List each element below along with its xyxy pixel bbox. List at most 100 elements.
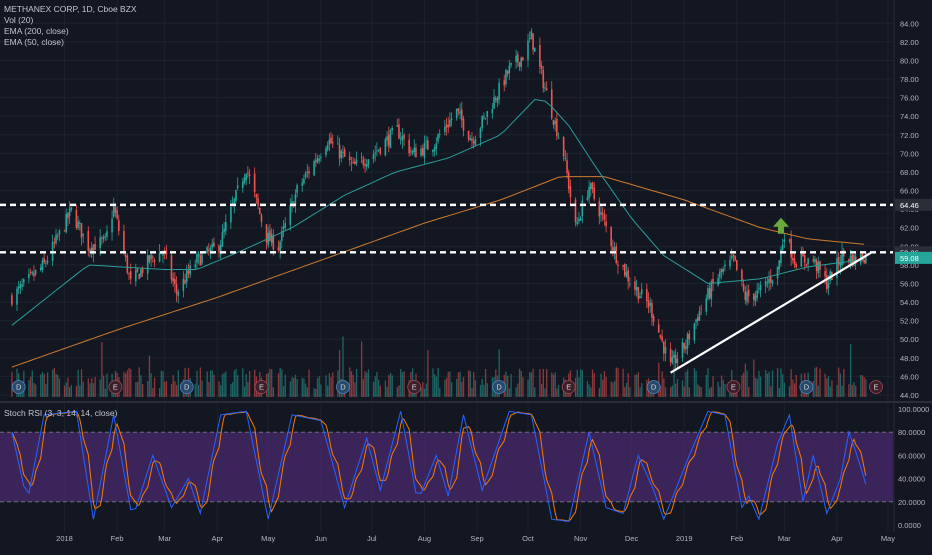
dividend-marker[interactable]: D (179, 380, 194, 394)
dividend-marker[interactable]: D (11, 380, 26, 394)
candle-body (53, 241, 56, 243)
volume-bar (135, 382, 137, 397)
dividend-marker[interactable]: D (336, 380, 350, 394)
candle-body (89, 249, 91, 253)
earnings-marker[interactable]: E (726, 380, 741, 394)
volume-bar (230, 384, 232, 397)
event-marker-label: D (804, 383, 810, 392)
earnings-marker[interactable]: E (254, 380, 269, 394)
candle-body (686, 334, 689, 349)
volume-bar (624, 386, 626, 397)
dividend-marker[interactable]: D (799, 380, 814, 394)
volume-bar (35, 384, 37, 397)
volume-bar (432, 368, 434, 397)
candle-body (717, 278, 719, 286)
earnings-marker[interactable]: E (561, 380, 576, 394)
candle-body (588, 186, 590, 199)
volume-bar (556, 388, 558, 397)
volume-bar (741, 375, 743, 397)
candle-body (63, 230, 66, 232)
volume-bar (515, 387, 517, 397)
event-marker-circle (407, 380, 422, 394)
candle-body (338, 144, 341, 159)
candle-body (376, 150, 378, 152)
candle-body (396, 125, 399, 127)
candle-body (544, 87, 546, 89)
candle-body (146, 255, 149, 274)
candle-body (517, 54, 519, 63)
earnings-marker[interactable]: E (108, 380, 123, 394)
volume-bar (483, 384, 485, 397)
volume-bar (479, 385, 482, 397)
candle-body (78, 222, 81, 224)
volume-bar (231, 382, 234, 397)
candle-body (498, 82, 500, 100)
volume-bar (486, 383, 488, 397)
volume-bar (211, 370, 213, 397)
candle-body (646, 289, 648, 302)
earnings-marker[interactable]: E (407, 380, 422, 394)
volume-bar (328, 373, 331, 397)
candle-body (865, 252, 867, 264)
volume-bar (780, 368, 782, 397)
event-marker-label: E (259, 383, 264, 392)
candle-body (365, 164, 368, 168)
candle-body (522, 57, 524, 61)
candle-body (506, 71, 509, 74)
candle-body (296, 185, 298, 193)
candle-body (389, 130, 392, 149)
candle-body (839, 263, 842, 267)
candle-body (530, 31, 533, 40)
event-marker-circle (254, 380, 269, 394)
candle-body (705, 298, 708, 312)
price-axis-label: 54.00 (900, 298, 919, 307)
volume-bar (367, 369, 370, 397)
volume-bar (55, 373, 57, 397)
volume-bar (296, 379, 298, 397)
volume-bar (269, 368, 271, 397)
candle-body (184, 280, 186, 284)
volume-bar (437, 367, 439, 397)
volume-bar (602, 379, 604, 397)
candle-body (593, 187, 596, 199)
candle-body (314, 160, 317, 162)
candle-body (613, 247, 616, 253)
candle-body (140, 269, 142, 277)
volume-bar (697, 384, 699, 397)
candle-body (82, 233, 84, 236)
last-price-label: 59.08 (900, 254, 919, 263)
candle-body (265, 224, 268, 243)
candle-body (802, 252, 804, 257)
earnings-marker[interactable]: E (869, 380, 883, 394)
volume-bar (225, 371, 227, 397)
volume-bar (67, 377, 69, 397)
candle-body (825, 275, 828, 290)
candle-body (669, 348, 672, 362)
volume-bar (510, 373, 512, 397)
candle-body (43, 258, 45, 263)
candle-body (320, 156, 322, 159)
volume-bar (474, 380, 477, 397)
ema50-indicator-label[interactable]: EMA (50, close) (4, 37, 64, 47)
volume-bar (766, 373, 769, 397)
ema200-indicator-label[interactable]: EMA (200, close) (4, 26, 69, 36)
volume-indicator-label[interactable]: Vol (20) (4, 15, 34, 25)
volume-bar (128, 367, 130, 397)
candle-body (208, 249, 210, 251)
candle-body (65, 213, 68, 233)
volume-bar (698, 386, 701, 397)
stoch-rsi-indicator-label[interactable]: Stoch RSI (3, 3, 14, 14, close) (4, 408, 118, 418)
symbol-title[interactable]: METHANEX CORP, 1D, Cboe BZX (4, 4, 137, 14)
dividend-marker[interactable]: D (646, 380, 661, 394)
candle-body (75, 209, 78, 228)
candle-body (542, 69, 545, 89)
volume-bar (106, 373, 108, 397)
volume-bar (235, 368, 237, 397)
dividend-marker[interactable]: D (492, 380, 507, 394)
candle-body (272, 235, 275, 250)
volume-bar (281, 369, 283, 397)
candle-body (68, 208, 71, 217)
candle-body (734, 255, 736, 261)
